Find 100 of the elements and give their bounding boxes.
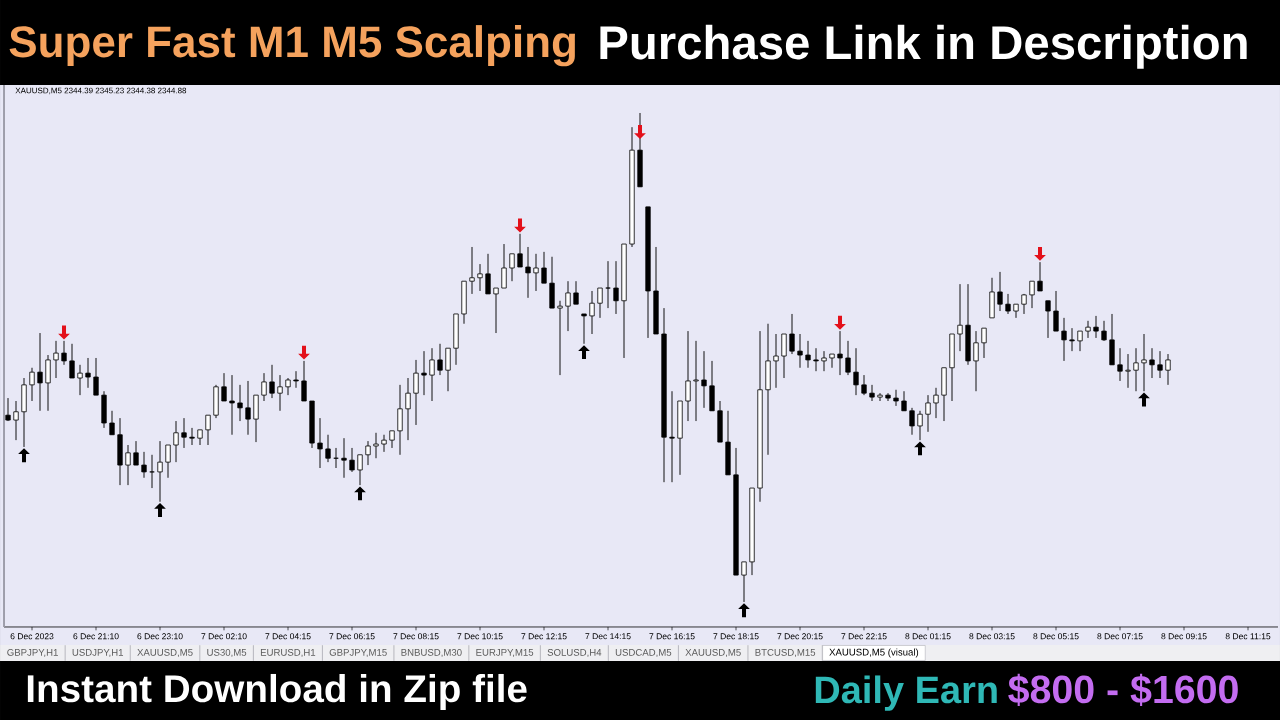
point — [154, 503, 166, 517]
candlestick — [149, 454, 155, 489]
candlestick — [813, 347, 819, 372]
x-tick-label: 7 Dec 22:15 — [841, 633, 887, 640]
candlestick — [957, 283, 963, 352]
point — [58, 325, 70, 340]
point — [578, 345, 590, 360]
candlestick — [565, 280, 571, 332]
candlestick — [53, 340, 59, 379]
point — [834, 315, 846, 330]
candlestick — [1085, 320, 1091, 339]
candlestick — [581, 313, 587, 345]
x-tick-label: 8 Dec 11:15 — [1225, 633, 1271, 640]
text: USDCAD,M5 — [615, 649, 672, 657]
candlestick — [997, 271, 1003, 312]
candlestick — [341, 437, 347, 479]
candlestick — [685, 330, 691, 422]
candlestick — [141, 451, 147, 479]
candlestick — [1045, 300, 1051, 339]
candlestick — [901, 390, 907, 412]
candlestick — [605, 260, 611, 309]
x-tick-label: 7 Dec 10:15 — [457, 633, 503, 640]
candlestick — [469, 246, 475, 295]
candlestick — [1157, 350, 1163, 379]
candlestick — [869, 384, 875, 402]
candlestick — [373, 432, 379, 459]
candlestick — [805, 340, 811, 369]
text: GBPJPY,M15 — [329, 649, 387, 657]
candlestick — [1013, 303, 1019, 319]
x-tick-label: 7 Dec 14:15 — [585, 633, 631, 640]
candlestick — [77, 364, 83, 396]
candlestick — [109, 410, 115, 436]
text: Instant Download in Zip file — [27, 673, 527, 711]
candlestick — [1005, 293, 1011, 315]
point — [738, 603, 750, 618]
x-tick-label: 7 Dec 04:15 — [265, 633, 311, 640]
candlestick — [981, 327, 987, 359]
point — [354, 486, 366, 501]
x-tick-label: 7 Dec 18:15 — [713, 633, 759, 640]
candlestick — [845, 340, 851, 376]
candlestick — [125, 444, 131, 486]
candlestick — [277, 374, 283, 412]
candlestick — [557, 300, 563, 376]
candlestick — [61, 340, 67, 366]
candlestick — [413, 359, 419, 426]
candlestick — [165, 444, 171, 479]
candlestick — [909, 407, 915, 436]
x-tick-label: 8 Dec 01:15 — [905, 633, 951, 640]
candlestick — [821, 350, 827, 372]
candlestick — [37, 332, 43, 412]
x-tick-label: 8 Dec 09:15 — [1161, 633, 1207, 640]
candlestick — [317, 417, 323, 469]
candlestick — [301, 360, 307, 402]
text: GBPJPY,H1 — [7, 649, 58, 657]
candlestick — [357, 454, 363, 486]
x-tick-label: 7 Dec 02:10 — [201, 633, 247, 640]
point — [298, 345, 310, 360]
candlestick — [773, 333, 779, 389]
candlestick — [157, 440, 163, 503]
candlestick — [1133, 347, 1139, 392]
candlestick — [13, 400, 19, 441]
candlestick — [173, 420, 179, 463]
candlestick — [613, 260, 619, 315]
candlestick — [221, 372, 227, 402]
text: XAUUSD,M5 — [137, 649, 193, 657]
candlestick — [45, 354, 51, 412]
candlestick — [93, 357, 99, 396]
candlestick — [245, 380, 251, 436]
point — [18, 448, 30, 463]
x-tick-label: 7 Dec 06:15 — [329, 633, 375, 640]
candlestick — [893, 389, 899, 407]
candlestick — [181, 417, 187, 449]
text: BNBUSD,M30 — [401, 649, 462, 657]
point — [634, 125, 646, 139]
x-tick-label: 8 Dec 07:15 — [1097, 633, 1143, 640]
text: XAUUSD,M5 — [685, 649, 741, 657]
text: $800 - $1600 — [1008, 673, 1238, 706]
x-tick-label: 7 Dec 16:15 — [649, 633, 695, 640]
candlestick — [1141, 333, 1147, 392]
candlestick — [509, 253, 515, 282]
text: EURJPY,M15 — [476, 649, 534, 657]
candlestick — [437, 343, 443, 376]
candlestick — [1101, 320, 1107, 342]
candlestick — [1077, 330, 1083, 352]
candlestick — [1053, 290, 1059, 332]
candlestick — [261, 372, 267, 402]
candlestick — [69, 343, 75, 379]
text: XAUUSD,M5 2344.39 2345.23 2344.38 2344.88 — [15, 87, 187, 95]
candlestick — [477, 263, 483, 292]
candlestick — [445, 347, 451, 392]
point — [1034, 246, 1046, 261]
candlestick — [253, 394, 259, 443]
candlestick — [973, 330, 979, 392]
candlestick — [485, 253, 491, 295]
candlestick — [229, 374, 235, 436]
text: BTCUSD,M15 — [755, 649, 816, 657]
x-tick-label: 6 Dec 21:10 — [73, 633, 119, 640]
candlestick — [1061, 317, 1067, 362]
candlestick — [493, 287, 499, 334]
candlestick — [693, 340, 699, 422]
